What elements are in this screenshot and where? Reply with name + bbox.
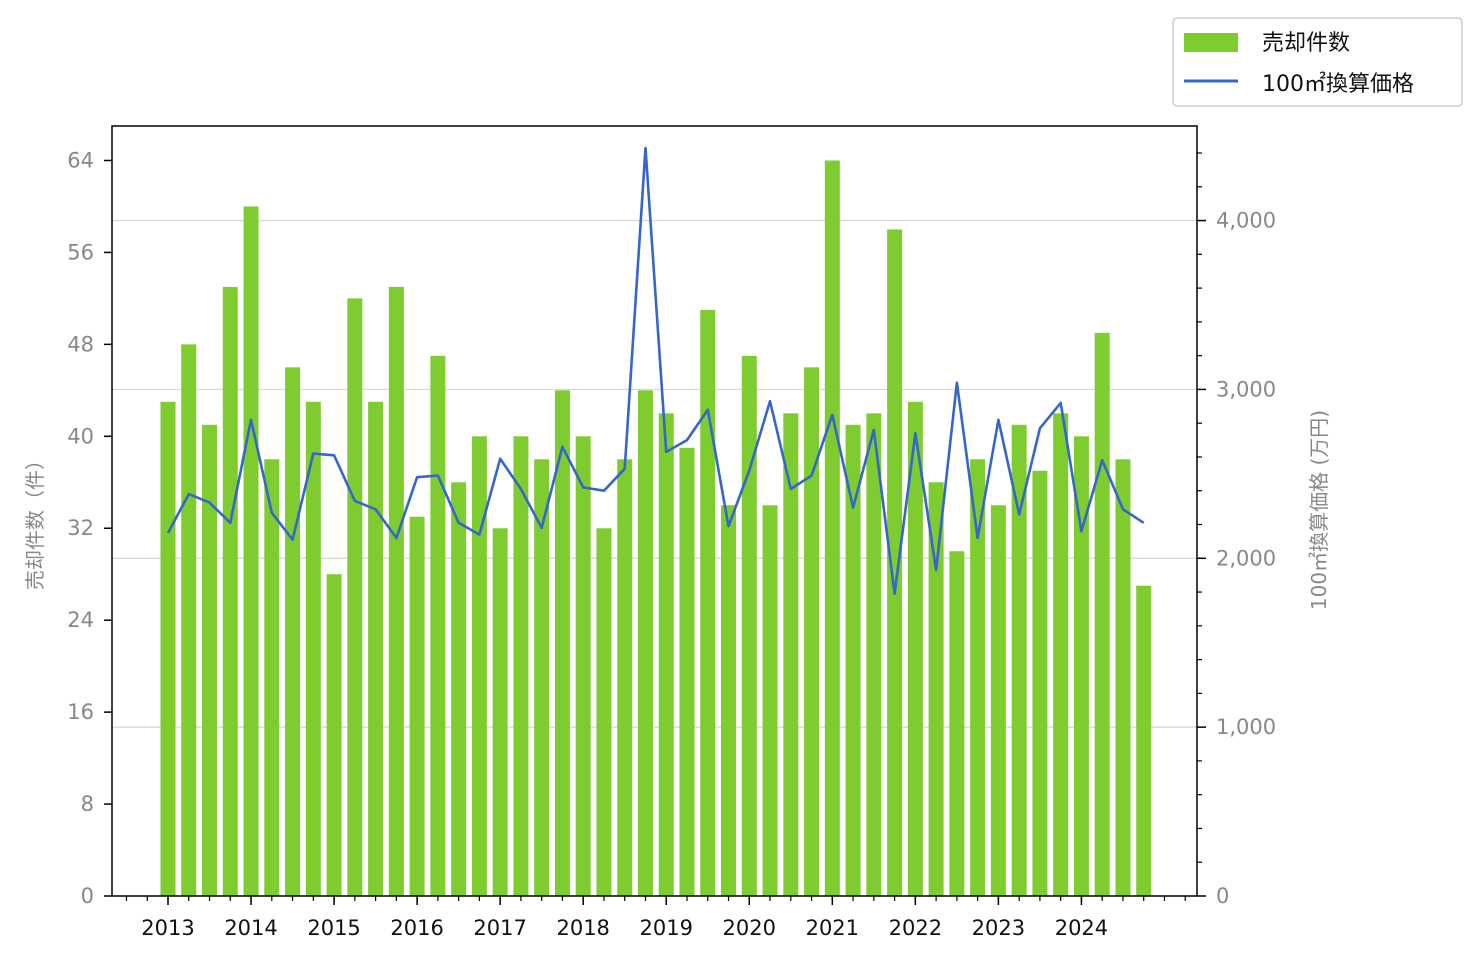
bar <box>596 528 612 896</box>
bar <box>513 436 529 896</box>
bar <box>949 551 965 896</box>
bar <box>637 390 653 896</box>
x-tick-label: 2016 <box>390 916 443 940</box>
bar <box>243 206 259 896</box>
legend-box <box>1172 17 1463 107</box>
x-tick-label: 2014 <box>224 916 277 940</box>
bar <box>222 286 238 896</box>
x-axis-ticks: 2013 2014 2015 2016 2017 2018 2019 2020 2021 2022… <box>125 896 1186 940</box>
bar <box>1073 436 1089 896</box>
x-tick-label: 2021 <box>806 916 859 940</box>
bar <box>534 459 550 896</box>
right-axis-ticks: 0 1,000 2,000 3,000 4,000 <box>1197 152 1276 908</box>
x-tick-label: 2024 <box>1055 916 1108 940</box>
bar <box>762 505 778 896</box>
bar <box>928 482 944 896</box>
bar <box>160 401 176 896</box>
right-tick-label: 1,000 <box>1216 715 1276 739</box>
x-tick-label: 2015 <box>307 916 360 940</box>
bar <box>181 344 197 896</box>
bar <box>1136 585 1152 896</box>
bar <box>887 229 903 896</box>
bar <box>741 355 757 897</box>
bar <box>202 424 218 896</box>
bar <box>430 355 446 897</box>
left-tick-label: 0 <box>81 884 94 908</box>
right-tick-label: 4,000 <box>1216 209 1276 233</box>
bar <box>409 516 425 896</box>
left-tick-label: 8 <box>81 792 94 816</box>
x-tick-label: 2022 <box>889 916 942 940</box>
right-tick-label: 2,000 <box>1216 546 1276 570</box>
x-tick-label: 2020 <box>723 916 776 940</box>
bar <box>285 367 301 897</box>
left-tick-label: 40 <box>67 424 94 448</box>
bar <box>824 160 840 897</box>
bar <box>907 401 923 896</box>
bar <box>990 505 1006 896</box>
right-tick-label: 3,000 <box>1216 377 1276 401</box>
bar <box>679 447 695 896</box>
bar <box>1115 459 1131 896</box>
bar <box>326 574 342 896</box>
bar <box>368 401 384 896</box>
bar <box>866 413 882 896</box>
bar <box>845 424 861 896</box>
bar <box>347 298 363 896</box>
bar <box>264 459 280 896</box>
bar <box>471 436 487 896</box>
bar <box>388 286 404 896</box>
x-tick-label: 2017 <box>473 916 526 940</box>
bar <box>1094 332 1110 896</box>
bar <box>1053 413 1069 896</box>
left-axis-ticks: 0 8 16 24 32 40 48 56 64 <box>67 148 112 908</box>
x-tick-label: 2023 <box>972 916 1025 940</box>
bar <box>700 309 716 896</box>
line-series <box>166 146 1145 596</box>
bar <box>1011 424 1027 896</box>
bar <box>492 528 508 896</box>
left-tick-label: 56 <box>67 240 94 264</box>
x-tick-label: 2018 <box>556 916 609 940</box>
legend-bar-swatch <box>1184 33 1238 52</box>
left-tick-label: 16 <box>67 700 94 724</box>
bar <box>575 436 591 896</box>
bar <box>451 482 467 896</box>
left-tick-label: 32 <box>67 516 94 540</box>
legend: 売却件数 100㎡換算価格 <box>1172 17 1463 107</box>
bar <box>305 401 321 896</box>
right-axis-title: 100㎡換算価格 (万円) <box>1307 410 1331 610</box>
left-tick-label: 24 <box>67 608 94 632</box>
right-tick-label: 0 <box>1216 884 1229 908</box>
legend-bar-label: 売却件数 <box>1262 31 1350 56</box>
bar <box>554 390 570 896</box>
bar <box>970 459 986 896</box>
bar <box>804 367 820 897</box>
x-tick-label: 2019 <box>640 916 693 940</box>
bar <box>783 413 799 896</box>
bar-series <box>160 160 1152 897</box>
left-axis-title: 売却件数（件） <box>23 450 47 590</box>
left-tick-label: 48 <box>67 332 94 356</box>
price-line <box>166 146 1145 596</box>
bar <box>1032 470 1048 896</box>
bar <box>658 413 674 896</box>
x-tick-label: 2013 <box>141 916 194 940</box>
plot-frame <box>111 125 1198 897</box>
left-tick-label: 64 <box>67 148 94 172</box>
legend-line-label: 100㎡換算価格 <box>1262 71 1414 97</box>
bar <box>721 505 737 896</box>
bar <box>617 459 633 896</box>
